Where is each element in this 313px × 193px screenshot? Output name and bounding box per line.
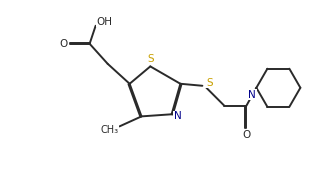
Text: CH₃: CH₃ bbox=[100, 125, 119, 135]
Text: O: O bbox=[242, 130, 250, 140]
Text: N: N bbox=[174, 111, 182, 121]
Text: S: S bbox=[147, 54, 154, 64]
Text: S: S bbox=[206, 78, 213, 88]
Text: O: O bbox=[59, 39, 68, 49]
Text: N: N bbox=[249, 90, 256, 100]
Text: OH: OH bbox=[97, 17, 113, 27]
